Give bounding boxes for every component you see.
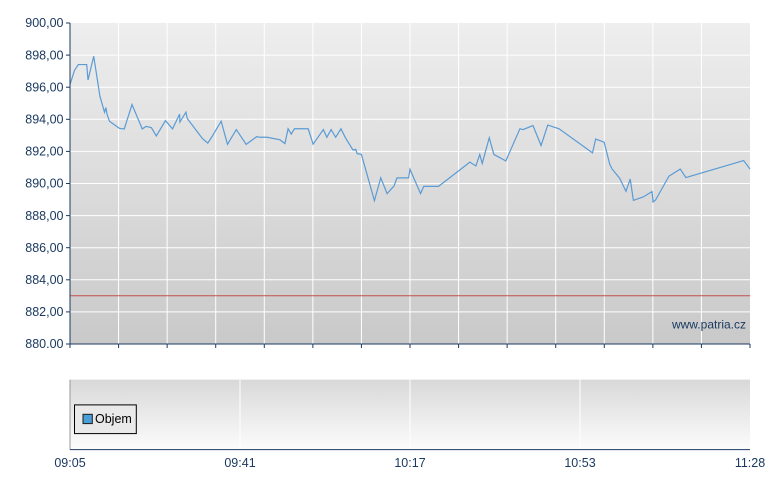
svg-text:10:17: 10:17 xyxy=(394,456,425,470)
svg-text:894,00: 894,00 xyxy=(25,113,63,127)
svg-text:888,00: 888,00 xyxy=(25,209,63,223)
svg-text:Objem: Objem xyxy=(95,412,132,426)
svg-text:884,00: 884,00 xyxy=(25,273,63,287)
svg-text:880.00: 880.00 xyxy=(25,337,63,351)
svg-text:11:28: 11:28 xyxy=(735,456,765,470)
svg-text:09:05: 09:05 xyxy=(54,456,85,470)
svg-text:10:53: 10:53 xyxy=(564,456,595,470)
svg-text:882,00: 882,00 xyxy=(25,305,63,319)
svg-text:890,00: 890,00 xyxy=(25,177,63,191)
svg-text:09:41: 09:41 xyxy=(224,456,255,470)
svg-text:900,00: 900,00 xyxy=(25,16,63,30)
svg-text:www.patria.cz: www.patria.cz xyxy=(671,318,746,332)
svg-text:892,00: 892,00 xyxy=(25,145,63,159)
svg-text:898,00: 898,00 xyxy=(25,48,63,62)
svg-text:886,00: 886,00 xyxy=(25,241,63,255)
svg-text:896,00: 896,00 xyxy=(25,80,63,94)
